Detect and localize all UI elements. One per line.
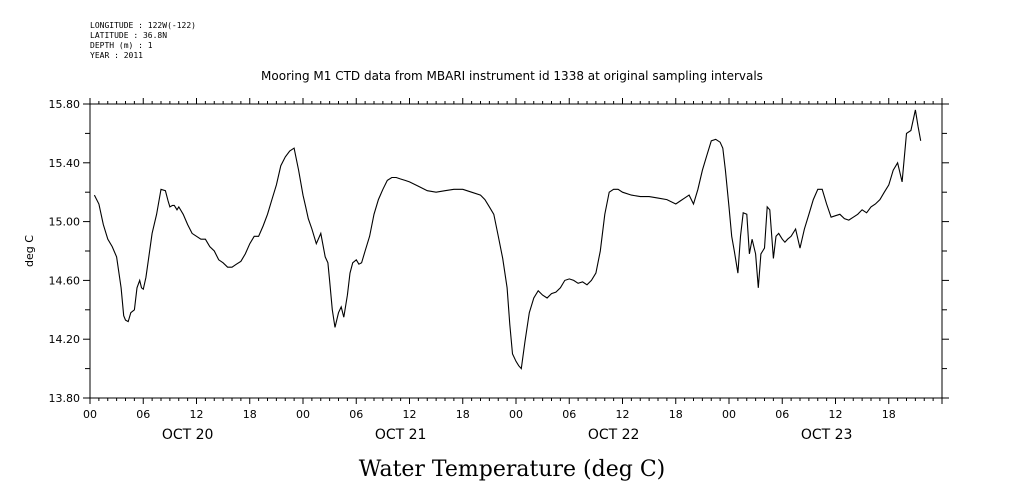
y-tick-label: 13.80 <box>49 392 81 405</box>
y-tick-label: 15.80 <box>49 98 81 111</box>
x-tick-label: 18 <box>456 408 470 421</box>
x-tick-label: 00 <box>296 408 310 421</box>
x-tick-label: 12 <box>190 408 204 421</box>
chart-title: Mooring M1 CTD data from MBARI instrumen… <box>261 69 763 83</box>
x-tick-label: 18 <box>243 408 257 421</box>
year-label: YEAR : 2011 <box>90 51 143 60</box>
longitude-label: LONGITUDE : 122W(-122) <box>90 21 196 30</box>
y-tick-label: 14.60 <box>49 274 81 287</box>
x-tick-label: 12 <box>829 408 843 421</box>
x-tick-label: 06 <box>349 408 363 421</box>
axis-ticks <box>83 98 949 404</box>
y-tick-label: 15.00 <box>49 216 81 229</box>
day-label: OCT 21 <box>375 427 427 443</box>
day-labels: OCT 20 OCT 21 OCT 22 OCT 23 <box>162 427 853 443</box>
latitude-label: LATITUDE : 36.8N <box>90 31 168 40</box>
x-tick-label: 06 <box>775 408 789 421</box>
x-tick-label: 12 <box>616 408 630 421</box>
x-tick-label: 06 <box>562 408 576 421</box>
x-tick-label: 12 <box>403 408 417 421</box>
x-tick-label: 00 <box>722 408 736 421</box>
x-tick-label: 18 <box>882 408 896 421</box>
x-tick-label: 06 <box>136 408 150 421</box>
x-axis-label: Water Temperature (deg C) <box>359 457 666 482</box>
depth-label: DEPTH (m) : 1 <box>90 41 153 50</box>
y-tick-label: 15.40 <box>49 157 81 170</box>
day-label: OCT 23 <box>801 427 853 443</box>
mooring-metadata: LONGITUDE : 122W(-122) LATITUDE : 36.8N … <box>90 21 196 61</box>
water-temperature-line <box>93 109 922 370</box>
y-tick-labels: 13.80 14.20 14.60 15.00 15.40 15.80 <box>49 98 81 405</box>
y-tick-label: 14.20 <box>49 333 81 346</box>
day-label: OCT 20 <box>162 427 214 443</box>
x-tick-label: 18 <box>669 408 683 421</box>
plot-frame <box>89 103 943 399</box>
y-axis-label: deg C <box>23 235 36 267</box>
x-tick-label: 00 <box>509 408 523 421</box>
x-tick-labels: 00 06 12 18 00 06 12 18 00 06 12 18 00 06 12 18 <box>83 408 896 421</box>
day-label: OCT 22 <box>588 427 640 443</box>
x-tick-label: 00 <box>83 408 97 421</box>
